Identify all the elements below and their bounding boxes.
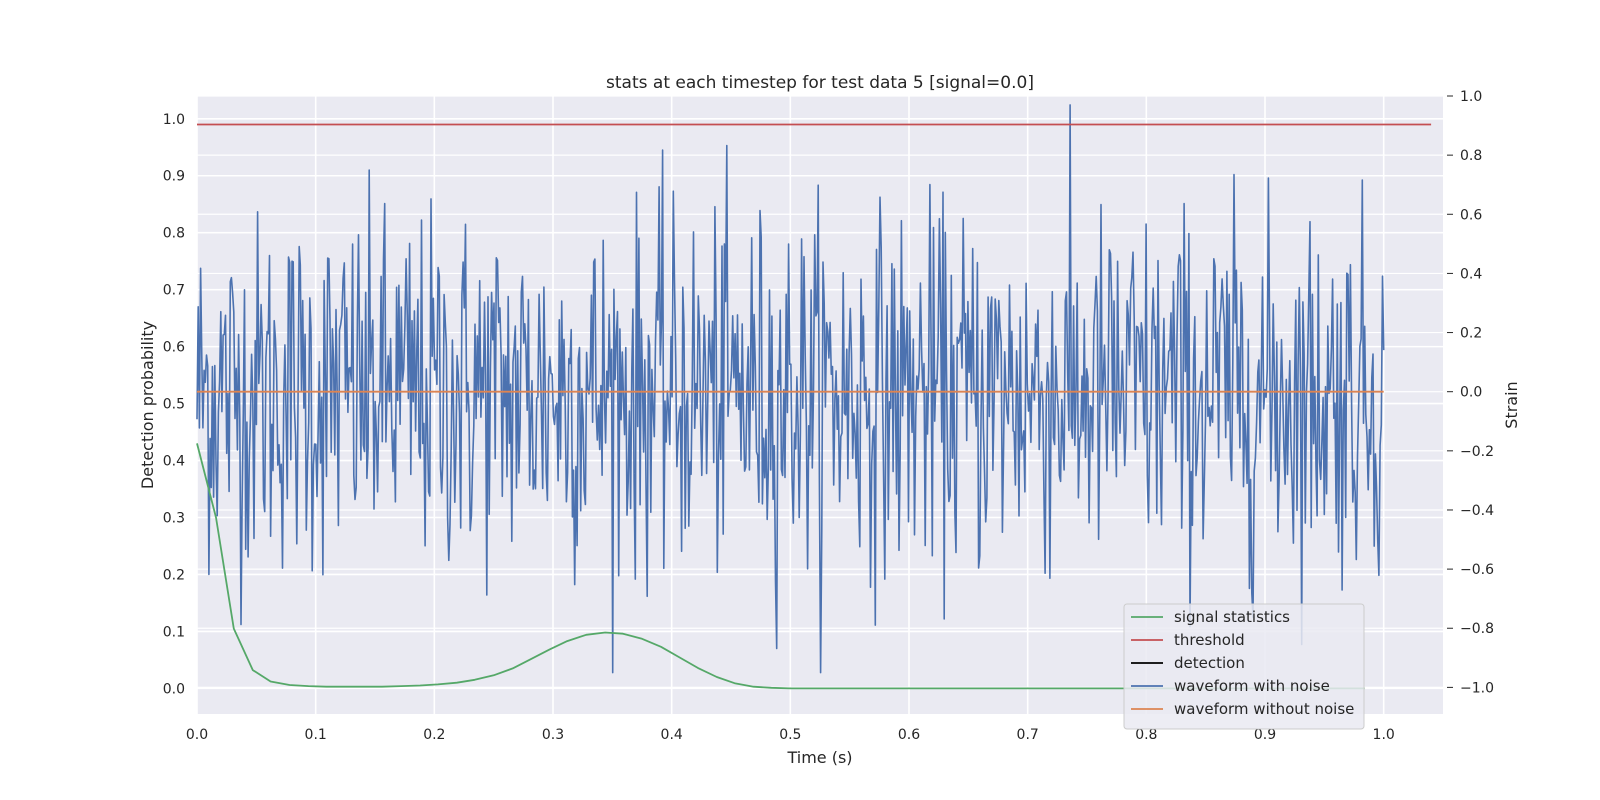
y-axis-ticks: 0.0 0.1 0.2 0.3 0.4 0.5 0.6 0.7 0.8 0.9 1.0 (163, 112, 185, 698)
legend-label-signal-statistics: signal statistics (1174, 608, 1290, 626)
y-tick-label: 0.4 (163, 454, 185, 470)
y2-tick-label: −1.0 (1460, 680, 1494, 696)
y-tick-label: 0.5 (163, 397, 185, 413)
y-tick-label: 0.6 (163, 340, 185, 356)
y-tick-label: 0.1 (163, 624, 185, 640)
series-layer (196, 104, 1432, 690)
x-tick-label: 0.8 (1135, 727, 1157, 743)
y2-tick-label: −0.8 (1460, 621, 1494, 637)
x-tick-label: 1.0 (1373, 727, 1395, 743)
legend-label-waveform-with-noise: waveform with noise (1174, 677, 1330, 695)
x-tick-label: 0.6 (898, 727, 920, 743)
y2-axis-label: Strain (1502, 381, 1521, 428)
legend-label-waveform-without-noise: waveform without noise (1174, 700, 1354, 718)
x-tick-label: 0.4 (661, 727, 683, 743)
chart-title: stats at each timestep for test data 5 [… (606, 73, 1034, 93)
y2-tick-label: 0.0 (1460, 385, 1482, 401)
y2-axis-ticks: −1.0 −0.8 −0.6 −0.4 −0.2 0.0 0.2 0.4 0.6 0.8 1.0 (1447, 89, 1494, 696)
series-line-signal-statistics (196, 443, 1365, 690)
x-tick-label: 0.1 (305, 727, 327, 743)
legend: signal statistics threshold detection wavef… (1123, 603, 1365, 730)
y-tick-label: 0.3 (163, 510, 185, 526)
y2-tick-label: 0.4 (1460, 266, 1482, 282)
y-tick-label: 0.8 (163, 226, 185, 242)
series-line-waveform-with-noise (196, 104, 1385, 674)
x-axis-label: Time (s) (786, 748, 852, 767)
y-tick-label: 1.0 (163, 112, 185, 128)
y2-tick-label: −0.2 (1460, 444, 1494, 460)
x-tick-label: 0.3 (542, 727, 564, 743)
y-tick-label: 0.9 (163, 169, 185, 185)
y-tick-label: 0.2 (163, 567, 185, 583)
x-tick-label: 0.9 (1254, 727, 1276, 743)
y2-tick-label: 1.0 (1460, 89, 1482, 105)
y-tick-label: 0.0 (163, 681, 185, 697)
x-tick-label: 0.5 (779, 727, 801, 743)
x-tick-label: 0.2 (423, 727, 445, 743)
y2-tick-label: 0.2 (1460, 326, 1482, 342)
y-tick-label: 0.7 (163, 283, 185, 299)
legend-label-detection: detection (1174, 654, 1245, 672)
x-tick-label: 0.0 (186, 727, 208, 743)
legend-label-threshold: threshold (1174, 631, 1245, 649)
y2-tick-label: 0.8 (1460, 148, 1482, 164)
x-axis-ticks: 0.0 0.1 0.2 0.3 0.4 0.5 0.6 0.7 0.8 0.9 1.0 (186, 727, 1395, 743)
y-axis-label: Detection probability (138, 321, 157, 489)
x-tick-label: 0.7 (1017, 727, 1039, 743)
y2-tick-label: 0.6 (1460, 207, 1482, 223)
y2-tick-label: −0.4 (1460, 503, 1494, 519)
legend-box (1123, 603, 1365, 730)
y2-tick-label: −0.6 (1460, 562, 1494, 578)
